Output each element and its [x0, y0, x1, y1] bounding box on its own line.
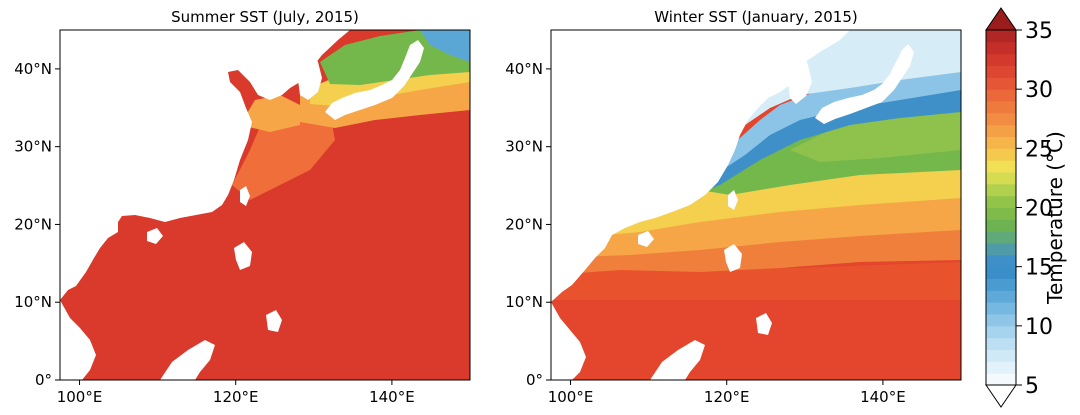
- winter-region-kuroshio-core: [790, 110, 961, 162]
- winter-y-tick-label: 10°N: [505, 293, 543, 311]
- winter-y-axis: 0° 10°N 20°N 30°N 40°N: [505, 60, 551, 389]
- summer-axes-frame: [59, 29, 471, 381]
- colorbar-tick-label: 35: [1025, 19, 1053, 44]
- colorbar-segment: [986, 290, 1016, 303]
- summer-region-far-north: [420, 30, 470, 62]
- colorbar-extend-under: [985, 384, 1017, 408]
- winter-x-axis: 100°E 120°E 140°E: [548, 380, 906, 406]
- summer-land-korea: [296, 40, 322, 100]
- colorbar-segment: [986, 325, 1016, 339]
- colorbar-segment: [986, 53, 1016, 66]
- colorbar-segment: [986, 314, 1016, 327]
- summer-land-indochina: [60, 300, 96, 380]
- winter-x-tick-label: 140°E: [860, 388, 906, 406]
- winter-land-luzon: [724, 244, 742, 272]
- winter-y-tick-label: 20°N: [505, 215, 543, 233]
- summer-y-axis: 0° 10°N 20°N 30°N 40°N: [14, 60, 60, 389]
- colorbar-segment: [986, 89, 1016, 102]
- winter-y-tick-label: 30°N: [505, 138, 543, 156]
- colorbar-segment: [986, 207, 1016, 220]
- colorbar-label: Temperature (°C): [1043, 131, 1067, 305]
- colorbar-tick-label: 30: [1025, 78, 1053, 103]
- colorbar-extend-over: [985, 7, 1017, 31]
- colorbar-segment: [986, 30, 1016, 43]
- winter-land-mindanao: [756, 313, 772, 335]
- winter-axes-frame: [550, 29, 962, 381]
- winter-y-tick-label: 40°N: [505, 60, 543, 78]
- colorbar-segment: [986, 101, 1016, 114]
- colorbar-tick-label: 5: [1025, 374, 1039, 399]
- winter-y-tick-label: 0°: [526, 371, 543, 389]
- colorbar-tick-label: 20: [1025, 197, 1053, 222]
- colorbar-segment: [986, 349, 1016, 362]
- winter-land-korea: [786, 40, 812, 104]
- summer-land-luzon: [234, 242, 252, 270]
- colorbar-segment: [986, 231, 1016, 244]
- colorbar-segment: [986, 124, 1016, 137]
- summer-land-hainan: [147, 228, 163, 244]
- winter-region-coastal-cold: [551, 75, 961, 232]
- colorbar-tick-label: 15: [1025, 256, 1053, 281]
- colorbar-segment: [986, 219, 1016, 232]
- colorbar-segment: [986, 172, 1016, 185]
- colorbar-segment: [986, 266, 1016, 279]
- winter-land: [551, 30, 850, 302]
- winter-region-tropics-warm: [551, 262, 961, 300]
- colorbar-tick-label: 10: [1025, 315, 1053, 340]
- winter-panel: Winter SST (January, 2015): [505, 8, 962, 406]
- summer-x-tick-label: 140°E: [369, 388, 415, 406]
- colorbar-segment: [986, 278, 1016, 291]
- summer-region-east-china-sea: [232, 112, 335, 200]
- colorbar-segment: [986, 195, 1016, 208]
- colorbar-segment: [986, 254, 1016, 268]
- winter-x-tick-label: 120°E: [704, 388, 750, 406]
- summer-land-taiwan: [240, 186, 250, 206]
- winter-x-tick-label: 100°E: [548, 388, 594, 406]
- summer-land-borneo: [160, 340, 215, 380]
- colorbar-segment: [986, 183, 1016, 197]
- winter-land-taiwan: [728, 190, 738, 210]
- winter-title: Winter SST (January, 2015): [654, 8, 857, 26]
- colorbar-segment: [986, 148, 1016, 161]
- colorbar-segment: [986, 243, 1016, 256]
- summer-region-yellow-sea: [240, 95, 300, 132]
- winter-sst-field: [551, 30, 961, 380]
- colorbar: 5 10 15 20 25 30 35 Temperature (°C): [985, 7, 1067, 408]
- colorbar-segment: [986, 337, 1016, 350]
- summer-title: Summer SST (July, 2015): [171, 8, 359, 26]
- summer-y-tick-label: 40°N: [14, 60, 52, 78]
- summer-x-tick-label: 100°E: [57, 388, 103, 406]
- colorbar-ticks: 5 10 15 20 25 30 35: [1016, 19, 1053, 399]
- colorbar-segment: [986, 77, 1016, 90]
- summer-y-tick-label: 0°: [35, 371, 52, 389]
- summer-land: [60, 30, 350, 300]
- summer-y-tick-label: 20°N: [14, 215, 52, 233]
- colorbar-segment: [986, 160, 1016, 173]
- colorbar-segments: [986, 30, 1016, 386]
- colorbar-segment: [986, 112, 1016, 126]
- winter-land-hainan: [638, 231, 654, 247]
- summer-y-tick-label: 30°N: [14, 138, 52, 156]
- summer-land-mindanao: [266, 310, 282, 332]
- summer-panel: Summer SST (July, 2015): [14, 8, 471, 406]
- colorbar-segment: [986, 361, 1016, 374]
- summer-land-japan: [325, 40, 424, 120]
- summer-x-axis: 100°E 120°E 140°E: [57, 380, 415, 406]
- colorbar-tick-label: 25: [1025, 137, 1053, 162]
- colorbar-segment: [986, 373, 1016, 386]
- colorbar-segment: [986, 65, 1016, 78]
- summer-sst-field: [60, 30, 470, 380]
- summer-y-tick-label: 10°N: [14, 293, 52, 311]
- colorbar-segment: [986, 136, 1016, 149]
- winter-land-japan: [815, 44, 914, 124]
- colorbar-segment: [986, 302, 1016, 315]
- winter-land-indochina: [551, 302, 586, 380]
- winter-land-borneo: [650, 340, 705, 380]
- summer-x-tick-label: 120°E: [213, 388, 259, 406]
- colorbar-segment: [986, 41, 1016, 55]
